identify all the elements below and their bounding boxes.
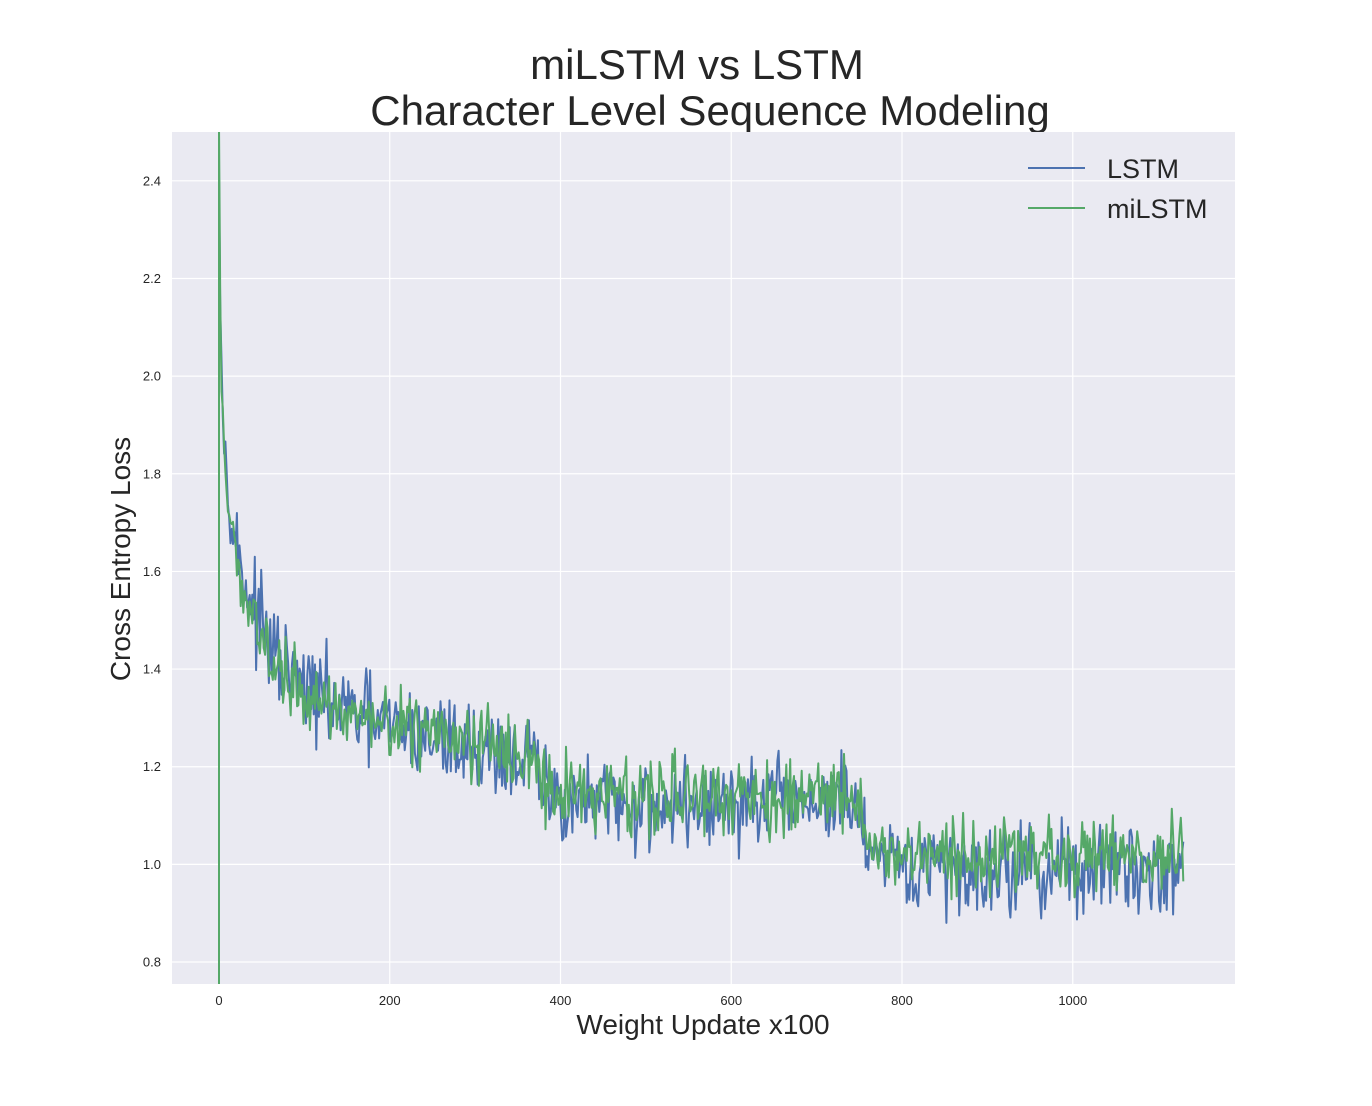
x-tick-label: 1000 — [1058, 993, 1087, 1008]
series-line-milstm — [218, 132, 1185, 984]
chart-subtitle: Character Level Sequence Modeling — [370, 87, 1049, 134]
legend-label-lstm: LSTM — [1107, 154, 1179, 184]
chart-title: miLSTM vs LSTM — [530, 41, 864, 88]
y-axis-label: Cross Entropy Loss — [105, 437, 136, 681]
x-tick-label: 200 — [379, 993, 401, 1008]
y-tick-label: 2.2 — [143, 271, 161, 286]
y-tick-labels: 0.8 1.0 1.2 1.4 1.6 1.8 2.0 2.2 2.4 — [143, 173, 161, 969]
y-gridlines — [172, 180, 1235, 963]
y-tick-label: 2.4 — [143, 173, 161, 188]
x-tick-label: 400 — [550, 993, 572, 1008]
y-tick-label: 1.6 — [143, 564, 161, 579]
y-tick-label: 1.8 — [143, 466, 161, 481]
y-tick-label: 1.0 — [143, 857, 161, 872]
x-tick-label: 800 — [891, 993, 913, 1008]
x-tick-label: 0 — [215, 993, 222, 1008]
legend: LSTM miLSTM — [1028, 154, 1208, 224]
x-tick-labels: 0 200 400 600 800 1000 — [215, 993, 1087, 1008]
y-tick-label: 0.8 — [143, 955, 161, 970]
x-axis-label: Weight Update x100 — [576, 1009, 829, 1040]
legend-label-milstm: miLSTM — [1107, 194, 1208, 224]
series-layer — [218, 132, 1185, 984]
x-tick-label: 600 — [720, 993, 742, 1008]
y-tick-label: 2.0 — [143, 369, 161, 384]
y-tick-label: 1.4 — [143, 662, 161, 677]
y-tick-label: 1.2 — [143, 759, 161, 774]
